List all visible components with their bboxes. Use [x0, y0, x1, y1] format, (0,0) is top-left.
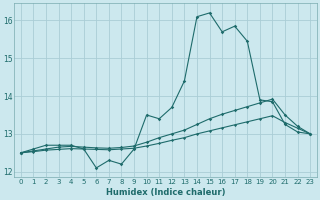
- X-axis label: Humidex (Indice chaleur): Humidex (Indice chaleur): [106, 188, 225, 197]
